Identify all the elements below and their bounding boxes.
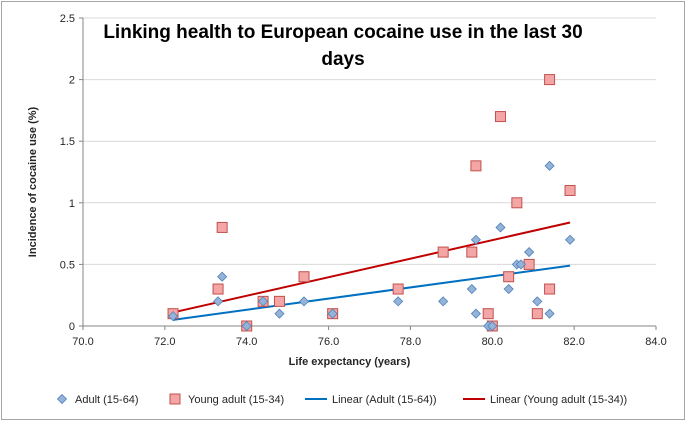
adult-data-point — [470, 308, 481, 319]
x-tick-label: 80.0 — [482, 336, 503, 348]
adult-data-point — [258, 296, 269, 307]
adult-data-point — [495, 222, 506, 233]
legend-label: Young adult (15-34) — [188, 394, 284, 406]
adult-data-point — [544, 160, 555, 171]
x-tick-label: 72.0 — [154, 336, 175, 348]
y-tick-label: 2.5 — [60, 13, 75, 25]
adult-data-point — [241, 320, 252, 332]
x-tick-label: 70.0 — [72, 336, 93, 348]
adult-data-point — [274, 308, 285, 319]
legend-item-linear-adult: Linear (Adult (15-64)) — [305, 394, 437, 406]
young-adult-data-point — [298, 271, 310, 283]
chart-frame: Linking health to European cocaine use i… — [1, 1, 685, 420]
young-adult-data-point — [531, 308, 543, 320]
trendlines — [172, 221, 571, 321]
adult-data-point — [438, 296, 449, 307]
legend-item-adult: Adult (15-64) — [56, 393, 139, 406]
young-adult-data-point — [503, 271, 515, 283]
legend-label: Adult (15-64) — [75, 394, 139, 406]
adult-data-point — [532, 296, 543, 307]
adult-data-point — [564, 234, 576, 245]
young-adult-data-point — [544, 283, 556, 295]
adult-data-point — [470, 234, 481, 245]
y-tick-label: 1.5 — [60, 136, 75, 148]
data-points — [167, 74, 576, 332]
chart-title-line: days — [321, 49, 364, 70]
adult-data-point — [167, 311, 179, 322]
young-adult-data-point — [482, 308, 494, 320]
y-tick-label: 1 — [69, 198, 75, 210]
legend-item-young-adult: Young adult (15-34) — [169, 393, 284, 406]
young-adult-data-point — [212, 283, 224, 295]
chart-svg: Linking health to European cocaine use i… — [27, 13, 667, 406]
x-tick-label: 82.0 — [563, 336, 584, 348]
legend: Adult (15-64) Young adult (15-34) Linear (… — [56, 393, 627, 406]
young-adult-data-point — [437, 246, 449, 258]
legend-item-linear-young-adult: Linear (Young adult (15-34)) — [463, 394, 627, 406]
chart-title-line: Linking health to European cocaine use i… — [103, 22, 582, 43]
adult-data-point — [524, 247, 535, 258]
axes — [82, 18, 657, 330]
adult-data-point — [515, 259, 527, 270]
adult-data-point — [393, 296, 404, 307]
young-adult-data-point — [216, 221, 228, 233]
y-axis-label: Incidence of cocaine use (%) — [27, 106, 39, 257]
adult-data-point — [212, 296, 224, 307]
adult-data-point — [327, 308, 338, 319]
adult-data-point — [544, 308, 555, 319]
x-axis-label: Life expectancy (years) — [289, 356, 411, 368]
x-tick-label: 84.0 — [645, 336, 666, 348]
y-tick-labels: 0 0.5 1 1.5 2 2.5 — [60, 13, 75, 333]
adult-data-point — [466, 283, 477, 295]
y-tick-label: 0 — [69, 321, 75, 333]
x-tick-labels: 70.0 72.0 74.0 76.0 78.0 80.0 82.0 84.0 — [72, 336, 666, 348]
adult-data-point — [503, 283, 514, 295]
young-adult-data-point — [470, 160, 482, 172]
y-tick-label: 2 — [69, 75, 75, 87]
young-adult-data-point — [511, 197, 523, 209]
young-adult-data-point — [273, 295, 285, 307]
adult-data-point — [298, 296, 310, 307]
trendline-young-adult — [172, 221, 571, 314]
chart-title: Linking health to European cocaine use i… — [103, 22, 582, 70]
legend-label: Linear (Young adult (15-34)) — [490, 394, 627, 406]
young-adult-data-point — [564, 184, 576, 196]
adult-data-point — [217, 271, 228, 282]
young-adult-data-point — [544, 74, 556, 86]
y-tick-label: 0.5 — [60, 259, 75, 271]
legend-label: Linear (Adult (15-64)) — [332, 394, 437, 406]
x-tick-label: 78.0 — [400, 336, 421, 348]
young-adult-data-point — [494, 111, 506, 123]
young-adult-data-point — [392, 283, 404, 295]
adult-data-point — [487, 320, 498, 332]
x-tick-label: 76.0 — [318, 336, 339, 348]
square-marker-icon — [169, 393, 181, 405]
diamond-marker-icon — [56, 393, 68, 405]
x-tick-label: 74.0 — [236, 336, 257, 348]
young-adult-data-point — [466, 246, 478, 258]
gridlines — [79, 17, 656, 327]
